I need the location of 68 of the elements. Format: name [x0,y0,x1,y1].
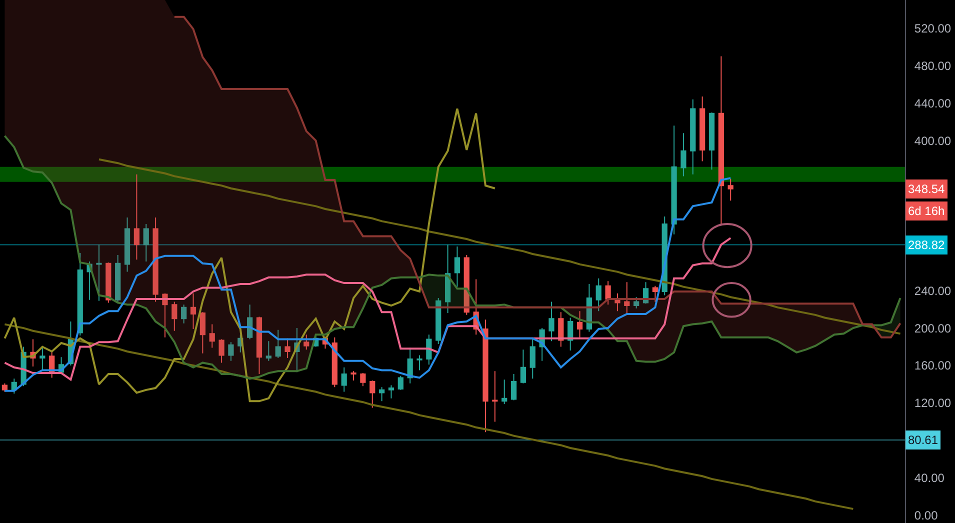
candlestick [172,301,178,332]
candlestick [40,347,46,371]
candlestick [510,373,517,401]
candlestick [718,56,724,226]
candlestick [77,252,83,336]
candlestick [436,298,442,344]
candlestick [256,316,262,374]
candlestick [652,285,658,302]
candlestick [218,338,224,364]
line-series [98,158,902,335]
candlestick [106,262,112,304]
candlestick [454,246,460,288]
candlestick [284,338,290,359]
line-series [4,177,732,392]
y-tick-label: 400.00 [914,134,952,148]
candlestick [576,310,583,338]
ref-line-label: 288.82 [908,238,946,252]
y-tick-label: 440.00 [914,96,952,110]
candlestick [2,382,8,392]
candlestick [444,244,451,314]
candlestick [426,334,432,366]
candlestick [416,354,422,371]
candlestick [304,334,310,350]
candlestick [558,312,564,348]
line-series [4,134,902,380]
candlestick [350,370,356,382]
annotation: 348.54 [908,182,946,196]
candlestick [360,372,366,387]
candlestick [398,375,404,390]
candlestick [596,278,602,312]
candlestick [134,174,140,260]
line-series [4,237,732,381]
candlestick [152,216,158,302]
candlestick [378,386,385,402]
candlestick [530,338,536,380]
candlestick [728,178,734,202]
candlestick [708,112,715,170]
candlestick [332,336,338,388]
candlestick [209,324,215,348]
candlestick [671,125,677,235]
text: 6d 16h [908,204,945,218]
line-series [173,16,902,338]
candlestick [624,282,630,316]
y-tick-label: 480.00 [914,58,952,73]
candlestick [341,366,347,392]
candlestick [502,379,508,404]
candlestick [370,380,376,408]
line-series [4,323,854,510]
candlestick [482,319,488,433]
y-tick-label: 160.00 [914,358,952,373]
y-tick-label: 120.00 [914,396,952,410]
y-tick-label: 240.00 [914,284,952,298]
candlestick [200,312,206,354]
candlestick [388,384,394,399]
ref-line-label: 80.61 [908,433,938,447]
y-tick-label: 520.00 [914,21,952,36]
candlestick [492,370,498,422]
candlestick [520,349,526,384]
candlestick [690,98,696,175]
candlestick [548,301,554,342]
candlestick [700,96,706,162]
candlestick [680,132,686,177]
candlestick [605,280,611,306]
y-tick-label: 40.00 [914,471,945,486]
y-tick-label: 0.00 [914,508,938,523]
y-tick-label: 200.00 [914,321,952,336]
line-series [4,108,496,402]
candlestick [190,292,196,330]
